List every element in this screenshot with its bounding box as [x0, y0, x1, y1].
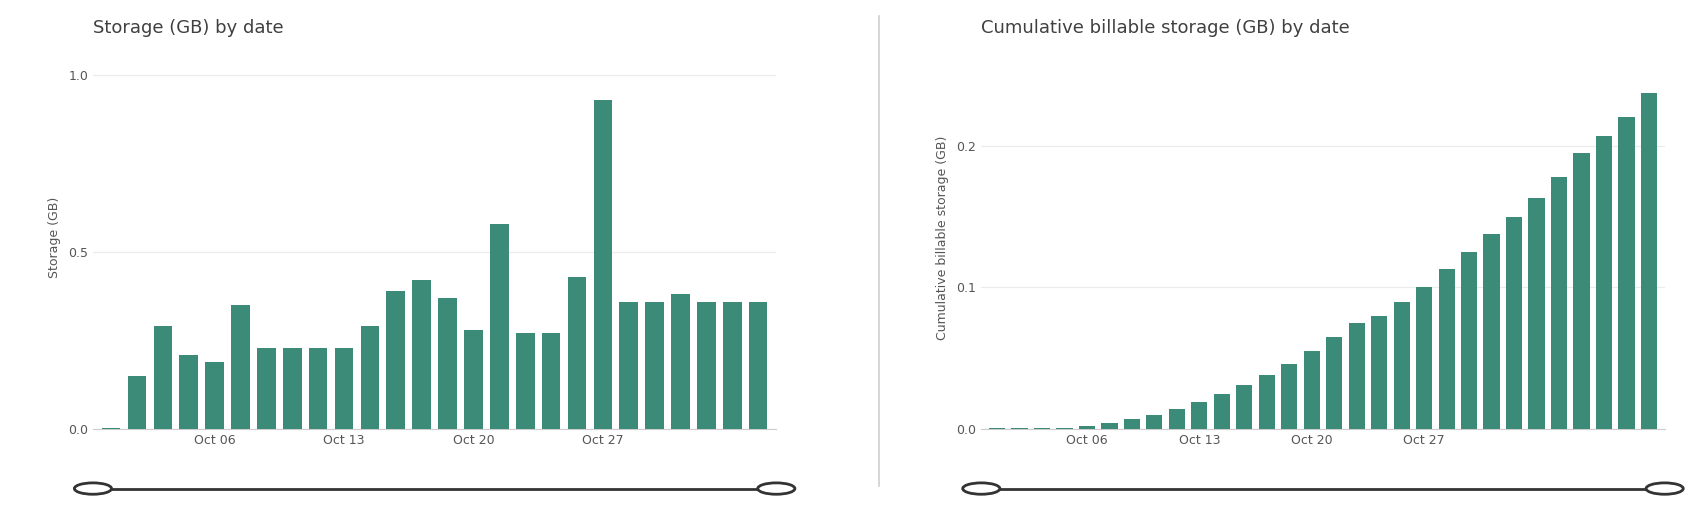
Bar: [1505, 217, 1522, 429]
Bar: [1437, 269, 1454, 429]
Bar: [1640, 93, 1655, 429]
Bar: [1280, 364, 1297, 429]
Bar: [1459, 252, 1476, 429]
Bar: [387, 291, 405, 429]
Bar: [1078, 427, 1094, 429]
Text: Storage (GB) by date: Storage (GB) by date: [93, 19, 284, 37]
Bar: [1370, 316, 1387, 429]
Bar: [671, 295, 689, 429]
Bar: [696, 301, 716, 429]
Y-axis label: Cumulative billable storage (GB): Cumulative billable storage (GB): [936, 135, 949, 340]
Bar: [515, 333, 534, 429]
Bar: [1101, 423, 1116, 429]
Y-axis label: Storage (GB): Storage (GB): [47, 197, 61, 279]
Bar: [620, 301, 638, 429]
Bar: [1348, 323, 1365, 429]
Bar: [645, 301, 664, 429]
Bar: [257, 347, 275, 429]
Bar: [988, 428, 1005, 429]
Bar: [1145, 415, 1162, 429]
Bar: [179, 355, 198, 429]
Bar: [1034, 428, 1049, 429]
Bar: [1123, 419, 1140, 429]
Bar: [1527, 198, 1544, 429]
Bar: [1010, 428, 1027, 429]
Bar: [1302, 351, 1319, 429]
Bar: [101, 428, 120, 429]
Bar: [437, 298, 456, 429]
Bar: [1594, 136, 1611, 429]
Bar: [1551, 177, 1566, 429]
Bar: [593, 100, 611, 429]
Bar: [1213, 393, 1230, 429]
Bar: [1258, 375, 1274, 429]
Bar: [723, 301, 741, 429]
Bar: [204, 362, 225, 429]
Bar: [128, 376, 147, 429]
Bar: [464, 330, 483, 429]
Bar: [1191, 402, 1206, 429]
Bar: [1415, 287, 1431, 429]
Bar: [1235, 385, 1252, 429]
Text: Cumulative billable storage (GB) by date: Cumulative billable storage (GB) by date: [981, 19, 1350, 37]
Bar: [1169, 409, 1184, 429]
Bar: [231, 305, 250, 429]
Bar: [1326, 337, 1341, 429]
Bar: [282, 347, 301, 429]
Bar: [748, 301, 767, 429]
Bar: [1483, 234, 1498, 429]
Bar: [412, 280, 431, 429]
Bar: [490, 224, 508, 429]
Bar: [154, 326, 172, 429]
Bar: [1618, 117, 1633, 429]
Bar: [568, 277, 586, 429]
Bar: [309, 347, 328, 429]
Bar: [1056, 428, 1073, 429]
Bar: [360, 326, 378, 429]
Bar: [1572, 153, 1589, 429]
Bar: [1393, 301, 1409, 429]
Bar: [334, 347, 353, 429]
Bar: [542, 333, 561, 429]
